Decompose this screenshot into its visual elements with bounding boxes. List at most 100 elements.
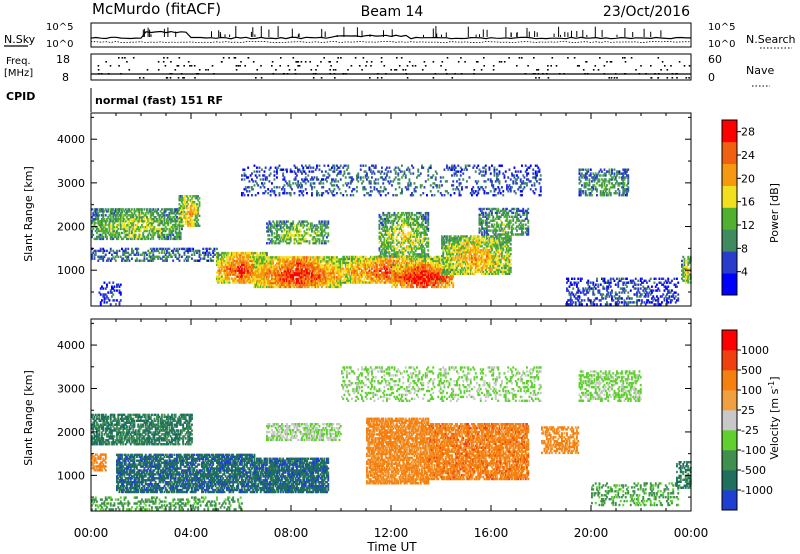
data-cell	[242, 255, 245, 259]
data-cell	[179, 197, 182, 200]
data-cell	[144, 251, 147, 254]
data-cell	[112, 237, 115, 241]
data-cell	[433, 267, 436, 270]
data-cell	[401, 249, 403, 252]
data-cell	[181, 208, 183, 212]
data-cell	[367, 259, 370, 263]
data-cell	[124, 218, 127, 221]
data-cell	[191, 210, 193, 214]
data-cell	[402, 211, 405, 215]
data-cell	[432, 261, 435, 265]
data-cell	[242, 257, 245, 261]
data-cell	[113, 221, 116, 225]
data-cell	[346, 273, 348, 276]
data-cell	[188, 212, 191, 216]
data-cell	[368, 277, 371, 280]
data-cell	[99, 301, 102, 304]
data-cell	[391, 233, 393, 236]
data-cell	[328, 279, 331, 283]
data-cell	[313, 266, 316, 269]
data-cell	[96, 231, 98, 235]
data-cell	[221, 275, 223, 278]
data-cell	[396, 225, 398, 229]
data-cell	[98, 291, 101, 294]
data-cell	[182, 208, 185, 212]
data-cell	[363, 259, 366, 263]
data-cell	[331, 283, 333, 287]
data-cell	[191, 208, 193, 212]
freq-mark	[162, 61, 165, 63]
data-cell	[128, 233, 131, 237]
data-cell	[269, 283, 272, 287]
data-cell	[348, 257, 351, 261]
data-cell	[193, 253, 196, 256]
data-cell	[227, 265, 230, 268]
data-cell	[312, 238, 315, 241]
data-cell	[398, 275, 401, 279]
data-cell	[262, 273, 265, 277]
data-cell	[318, 281, 321, 285]
data-cell	[394, 215, 397, 219]
data-cell	[194, 197, 197, 200]
data-cell	[413, 268, 416, 271]
data-cell	[267, 270, 270, 273]
data-cell	[331, 268, 333, 271]
data-cell	[406, 271, 408, 275]
data-cell	[424, 231, 427, 234]
data-cell	[173, 247, 176, 251]
data-cell	[364, 265, 367, 268]
data-cell	[172, 249, 175, 253]
data-cell	[151, 259, 153, 262]
data-cell	[233, 267, 236, 270]
data-cell	[183, 259, 186, 262]
data-cell	[414, 279, 417, 283]
data-cell	[269, 240, 272, 243]
data-cell	[194, 208, 197, 212]
data-cell	[406, 213, 408, 217]
freq-mark	[183, 65, 185, 67]
data-cell	[283, 236, 286, 239]
data-cell	[378, 247, 381, 250]
data-cell	[384, 281, 387, 284]
freq-mark	[336, 61, 338, 63]
freq-mark	[533, 57, 535, 59]
data-cell	[222, 277, 225, 280]
data-cell	[393, 253, 396, 256]
data-cell	[226, 275, 228, 278]
data-cell	[196, 224, 198, 227]
data-cell	[327, 226, 330, 229]
freq-mark	[193, 65, 196, 67]
data-cell	[186, 218, 188, 222]
data-cell	[158, 251, 161, 254]
data-cell	[288, 260, 291, 263]
data-cell	[271, 232, 273, 235]
data-cell	[407, 279, 410, 282]
data-cell	[389, 263, 392, 266]
data-cell	[169, 233, 172, 237]
data-cell	[376, 259, 378, 263]
data-cell	[174, 218, 177, 221]
data-cell	[252, 271, 255, 274]
data-cell	[257, 283, 260, 287]
data-cell	[249, 281, 252, 284]
data-cell	[421, 283, 423, 287]
data-cell	[262, 260, 265, 263]
data-cell	[382, 229, 385, 232]
data-cell	[357, 257, 360, 261]
data-cell	[267, 228, 270, 231]
data-cell	[294, 271, 297, 275]
data-cell	[351, 263, 353, 266]
data-cell	[422, 266, 425, 269]
data-cell	[116, 249, 118, 253]
data-cell	[137, 221, 140, 225]
data-cell	[179, 235, 182, 239]
data-cell	[124, 249, 127, 253]
data-cell	[136, 227, 138, 231]
data-cell	[421, 273, 423, 276]
data-cell	[397, 253, 400, 256]
data-cell	[164, 253, 167, 256]
data-cell	[247, 269, 250, 272]
data-cell	[178, 220, 181, 223]
data-cell	[126, 216, 128, 219]
data-cell	[323, 268, 326, 271]
